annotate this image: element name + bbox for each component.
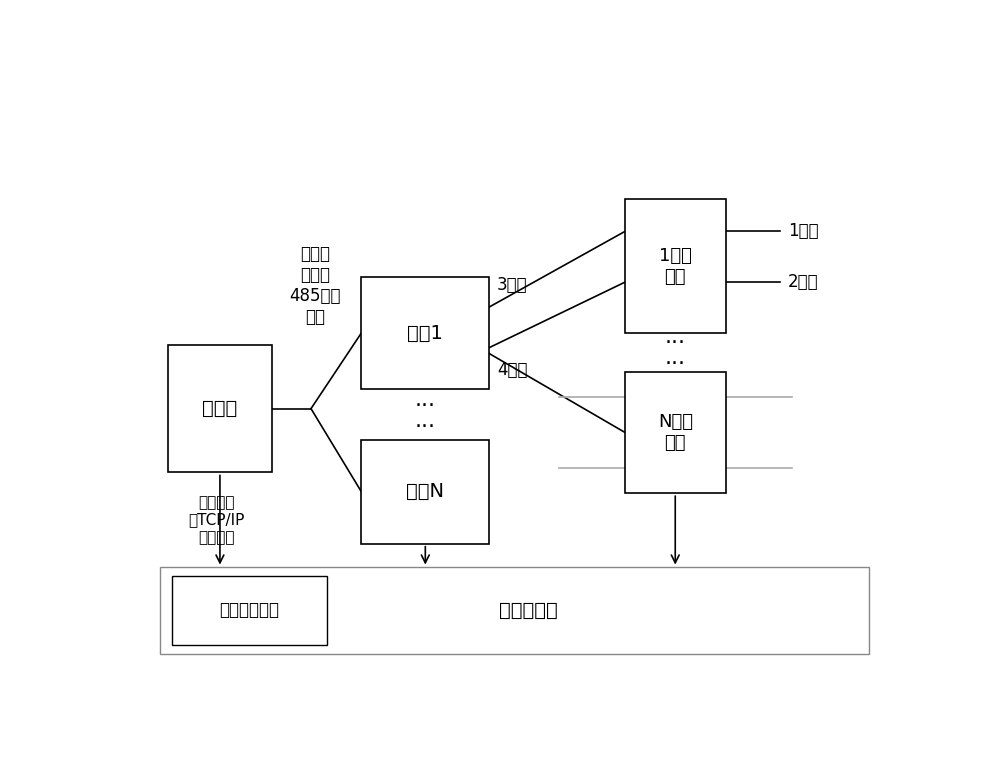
Text: 2号枪: 2号枪 bbox=[788, 273, 818, 291]
Text: ...: ... bbox=[415, 390, 436, 409]
Text: 油罐1: 油罐1 bbox=[407, 324, 443, 342]
Bar bbox=[168, 345, 272, 473]
Bar bbox=[625, 372, 726, 493]
Text: ...: ... bbox=[415, 410, 436, 430]
Text: 4号枪: 4号枪 bbox=[497, 361, 528, 379]
Text: N号加
油机: N号加 油机 bbox=[658, 413, 693, 452]
Text: 油罐N: 油罐N bbox=[406, 483, 444, 501]
Text: 通过工
业总线
485总线
连接: 通过工 业总线 485总线 连接 bbox=[289, 245, 341, 325]
Text: 转为以太
网TCP/IP
协议数据: 转为以太 网TCP/IP 协议数据 bbox=[188, 495, 244, 545]
Text: ...: ... bbox=[665, 328, 686, 348]
Text: 1号枪: 1号枪 bbox=[788, 223, 818, 241]
Bar bbox=[361, 439, 489, 544]
Text: 1号加
油机: 1号加 油机 bbox=[659, 247, 692, 285]
Text: 3号枪: 3号枪 bbox=[497, 276, 528, 294]
Bar bbox=[361, 277, 489, 389]
Bar bbox=[625, 200, 726, 333]
Text: 数据库服务器: 数据库服务器 bbox=[219, 601, 279, 619]
Bar bbox=[160, 567, 869, 654]
Text: 液位仪: 液位仪 bbox=[202, 399, 238, 418]
Bar bbox=[172, 577, 326, 645]
Text: 油品服务器: 油品服务器 bbox=[499, 601, 557, 621]
Text: ...: ... bbox=[665, 348, 686, 369]
